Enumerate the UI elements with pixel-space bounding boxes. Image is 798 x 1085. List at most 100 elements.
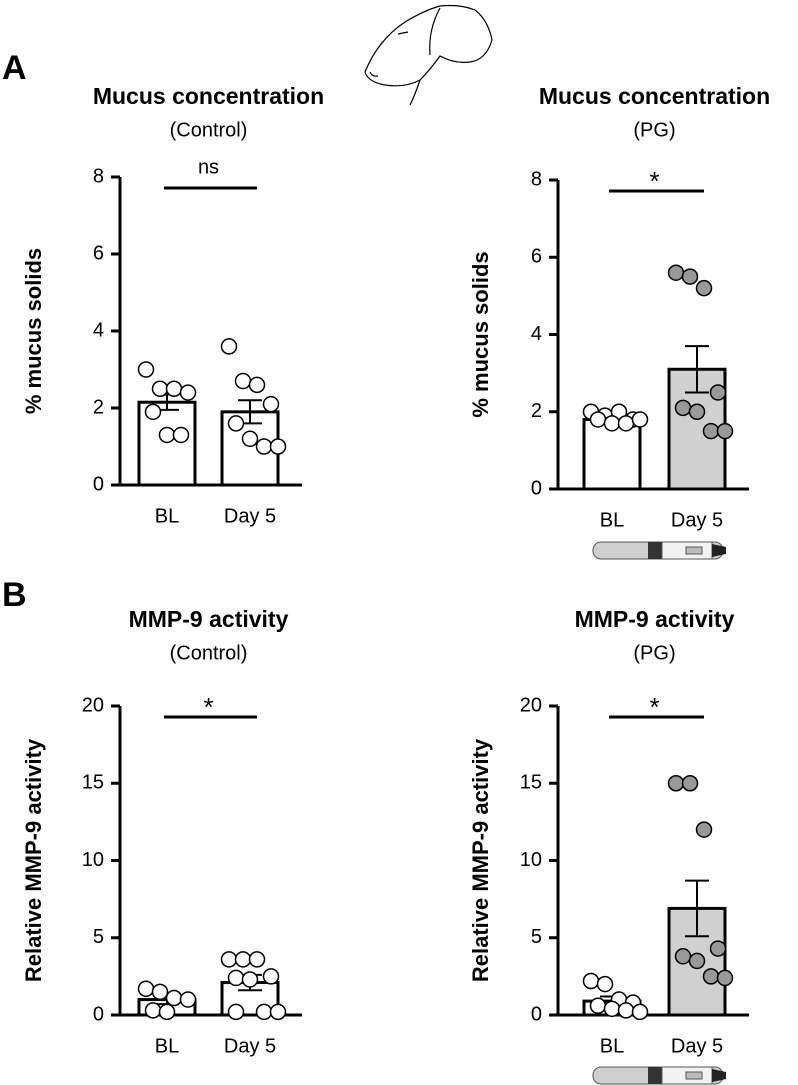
data-point [681,268,699,285]
chart-subtitle: (PG) [633,119,675,141]
data-point [688,403,706,420]
y-tick-label: 4 [531,323,542,345]
data-point [709,384,727,401]
error-bar [685,879,709,938]
y-tick-label: 0 [93,1003,104,1025]
y-tick-label: 15 [520,772,542,794]
y-tick-label: 15 [82,772,104,794]
data-point [582,972,600,990]
data-point [158,1003,176,1021]
data-point [220,338,238,355]
data-point [262,395,280,413]
data-point [688,952,706,970]
data-point [227,969,245,987]
data-point [248,376,266,394]
data-point [695,279,713,297]
data-point [262,968,280,985]
data-point [137,361,155,378]
significance-label: * [203,692,213,722]
y-axis-label: % mucus solids [21,248,46,414]
data-point [144,1002,162,1019]
data-point [165,989,183,1007]
panel-label: B [2,576,27,614]
data-point [165,380,183,397]
data-point [227,1003,245,1021]
data-point [248,951,266,968]
y-tick-label: 2 [93,396,104,418]
y-tick-label: 0 [93,473,104,495]
chart-subtitle: (PG) [633,642,675,664]
data-point [631,411,649,428]
x-tick-label: BL [155,505,179,527]
data-point [255,438,273,455]
chart-title: Mucus concentration [539,83,770,109]
x-tick-label: Day 5 [224,1035,276,1057]
y-tick-label: 0 [531,477,542,499]
data-point [179,384,197,401]
error-bar [685,345,709,394]
data-point [631,1003,649,1021]
panel-label: A [2,49,27,87]
data-point [269,438,287,455]
y-tick-label: 0 [531,1003,542,1025]
y-tick-label: 10 [82,849,104,871]
significance-label: * [649,692,659,722]
x-tick-label: Day 5 [671,1035,723,1057]
y-tick-label: 20 [82,694,104,716]
data-point [589,411,607,428]
data-point [617,415,635,432]
data-point [179,991,197,1008]
ecig-icon [592,1066,726,1085]
data-point [137,980,155,997]
data-point [603,1000,621,1018]
data-point [241,971,259,988]
y-tick-label: 2 [531,400,542,422]
data-point [702,968,720,985]
data-point [151,983,169,1001]
data-point [589,997,607,1014]
data-point [695,821,713,838]
y-tick-label: 5 [93,926,104,948]
y-axis-label: Relative MMP-9 activity [468,738,493,982]
y-tick-label: 6 [93,242,104,264]
data-point [151,380,169,397]
y-axis-label: Relative MMP-9 activity [21,738,46,982]
data-point [172,426,190,444]
data-point [667,264,685,281]
data-point [255,1003,273,1021]
data-point [709,940,727,957]
data-point [220,951,238,968]
data-point [716,422,734,440]
data-point [674,948,692,965]
x-tick-label: BL [155,1035,179,1057]
data-point [667,775,685,792]
data-point [269,1003,287,1021]
x-tick-label: Day 5 [671,509,723,531]
data-point [617,1002,635,1019]
chart-subtitle: (Control) [170,642,248,664]
data-point [681,775,699,792]
y-tick-label: 8 [531,168,542,190]
data-point [227,415,245,432]
chart-title: MMP-9 activity [129,606,289,632]
y-tick-label: 10 [520,849,542,871]
data-point [234,372,252,390]
y-tick-label: 20 [520,694,542,716]
significance-label: * [649,166,659,196]
data-point [716,969,734,987]
y-tick-label: 6 [531,246,542,268]
y-tick-label: 5 [531,926,542,948]
data-point [144,403,162,421]
data-point [234,951,252,968]
data-point [702,422,720,440]
x-tick-label: Day 5 [224,505,276,527]
chart-subtitle: (Control) [170,119,248,141]
significance-label: ns [198,156,219,178]
data-point [241,430,259,448]
y-axis-label: % mucus solids [468,251,493,417]
data-point [603,415,621,432]
x-tick-label: BL [600,1035,624,1057]
chart-title: MMP-9 activity [575,606,735,632]
x-tick-label: BL [600,509,624,531]
